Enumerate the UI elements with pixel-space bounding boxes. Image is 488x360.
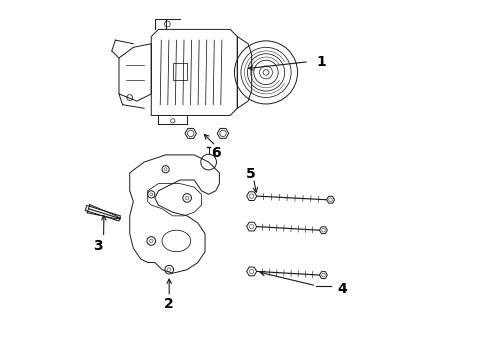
Text: 5: 5 bbox=[245, 167, 255, 181]
Text: 6: 6 bbox=[210, 146, 220, 160]
Text: 1: 1 bbox=[316, 55, 325, 69]
Text: 2: 2 bbox=[164, 297, 174, 311]
Text: 3: 3 bbox=[92, 239, 102, 253]
Text: 4: 4 bbox=[337, 282, 347, 296]
